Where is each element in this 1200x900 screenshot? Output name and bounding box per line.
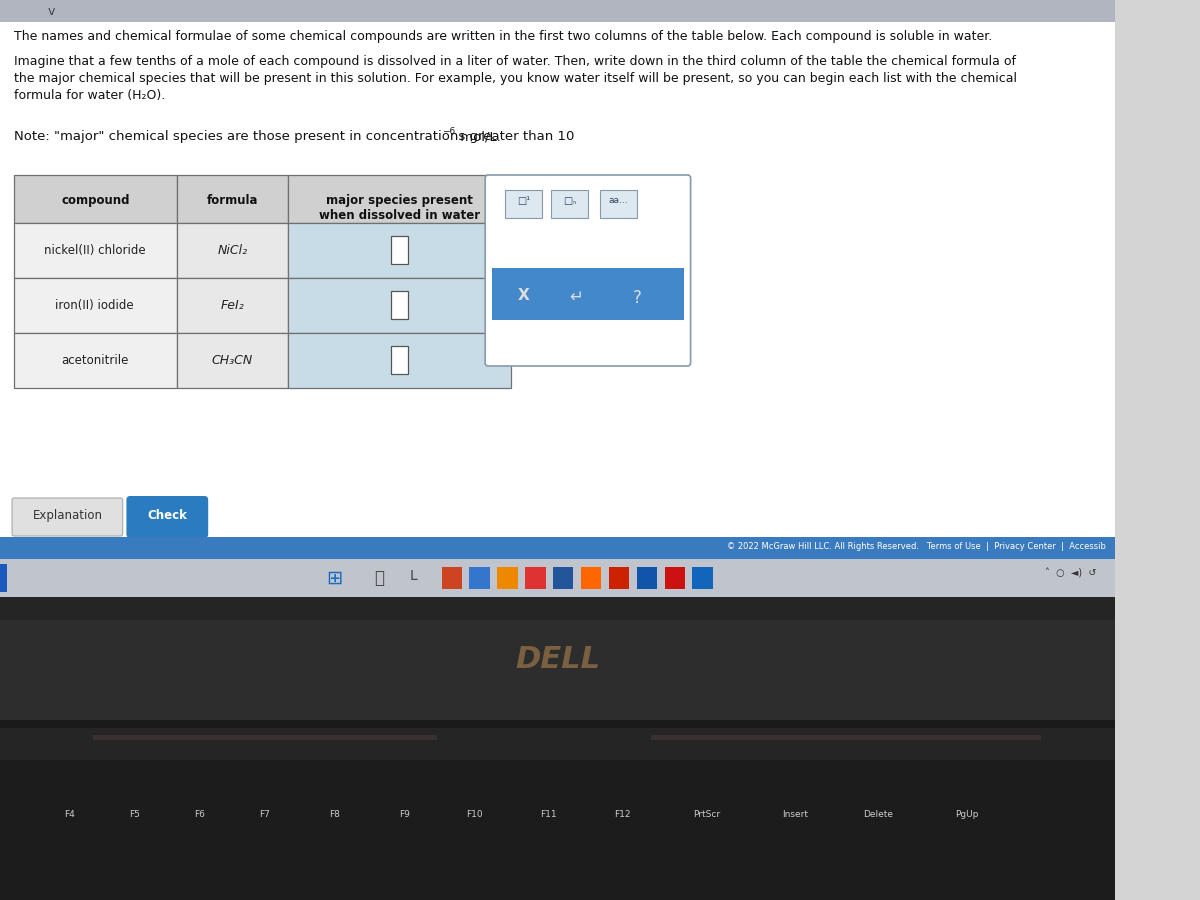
Bar — [637, 567, 658, 589]
Text: PgUp: PgUp — [955, 810, 978, 819]
Text: ˄  ○  ◄)  ↺: ˄ ○ ◄) ↺ — [1045, 569, 1097, 579]
Text: ⊞: ⊞ — [326, 569, 343, 588]
Text: Delete: Delete — [863, 810, 893, 819]
Bar — [469, 567, 490, 589]
Bar — [692, 567, 713, 589]
Bar — [497, 567, 517, 589]
Text: Explanation: Explanation — [32, 509, 103, 522]
Bar — [391, 346, 408, 374]
Text: Check: Check — [148, 509, 187, 522]
Bar — [665, 567, 685, 589]
Text: The names and chemical formulae of some chemical compounds are written in the fi: The names and chemical formulae of some … — [14, 30, 992, 43]
Text: □¹: □¹ — [517, 196, 530, 206]
Bar — [608, 567, 629, 589]
Bar — [92, 735, 437, 740]
Text: FeI₂: FeI₂ — [221, 299, 245, 312]
Text: F8: F8 — [329, 810, 340, 819]
Text: ⌕: ⌕ — [374, 569, 384, 587]
Text: iron(II) iodide: iron(II) iodide — [55, 299, 134, 312]
Text: the major chemical species that will be present in this solution. For example, y: the major chemical species that will be … — [14, 72, 1016, 85]
Text: X: X — [517, 288, 529, 303]
Text: NiCl₂: NiCl₂ — [217, 244, 247, 257]
Text: © 2022 McGraw Hill LLC. All Rights Reserved.   Terms of Use  |  Privacy Center  : © 2022 McGraw Hill LLC. All Rights Reser… — [727, 542, 1106, 551]
Text: acetonitrile: acetonitrile — [61, 354, 128, 367]
Bar — [391, 291, 408, 319]
Text: F9: F9 — [398, 810, 409, 819]
Text: ↵: ↵ — [569, 288, 583, 306]
Bar — [288, 333, 511, 388]
Bar — [176, 223, 288, 278]
Bar — [0, 720, 1115, 728]
Text: Insert: Insert — [781, 810, 808, 819]
FancyBboxPatch shape — [485, 175, 691, 366]
Bar — [391, 236, 408, 264]
Text: F4: F4 — [65, 810, 76, 819]
Text: F10: F10 — [466, 810, 482, 819]
Bar — [0, 0, 1115, 22]
Text: CH₃CN: CH₃CN — [211, 354, 253, 367]
Text: aa...: aa... — [608, 196, 628, 205]
Text: DELL: DELL — [515, 645, 600, 674]
Text: PrtScr: PrtScr — [692, 810, 720, 819]
Bar — [0, 620, 1115, 720]
Text: major species present
when dissolved in water: major species present when dissolved in … — [319, 194, 480, 222]
Text: v: v — [48, 5, 55, 18]
Text: F7: F7 — [259, 810, 270, 819]
Text: nickel(II) chloride: nickel(II) chloride — [44, 244, 145, 257]
Bar — [600, 190, 637, 218]
Text: F5: F5 — [130, 810, 140, 819]
Bar — [526, 567, 546, 589]
Text: −6: −6 — [443, 127, 456, 136]
Bar — [176, 333, 288, 388]
Bar — [505, 190, 542, 218]
Bar — [492, 268, 684, 320]
FancyBboxPatch shape — [126, 496, 209, 538]
Text: □ₙ: □ₙ — [563, 196, 576, 206]
Bar — [176, 278, 288, 333]
Bar — [0, 564, 7, 592]
Bar — [0, 537, 1115, 559]
Bar — [14, 223, 176, 278]
Text: compound: compound — [61, 194, 130, 207]
Text: F11: F11 — [540, 810, 557, 819]
Bar — [288, 278, 511, 333]
Text: L: L — [409, 569, 418, 583]
Bar — [0, 760, 1115, 900]
Text: mol/L.: mol/L. — [456, 130, 502, 143]
Text: Note: "major" chemical species are those present in concentrations greater than : Note: "major" chemical species are those… — [14, 130, 575, 143]
Bar — [288, 223, 511, 278]
Text: formula for water (H₂O).: formula for water (H₂O). — [14, 89, 166, 102]
Bar — [0, 559, 1115, 597]
Bar — [650, 735, 1042, 740]
FancyBboxPatch shape — [12, 498, 122, 536]
Text: Imagine that a few tenths of a mole of each compound is dissolved in a liter of : Imagine that a few tenths of a mole of e… — [14, 55, 1016, 68]
Bar — [14, 278, 176, 333]
Bar — [176, 175, 288, 223]
Text: ?: ? — [632, 289, 641, 307]
Bar — [14, 175, 176, 223]
Text: F6: F6 — [194, 810, 205, 819]
Bar — [442, 567, 462, 589]
Bar — [551, 190, 588, 218]
Bar — [14, 333, 176, 388]
Text: formula: formula — [206, 194, 258, 207]
Bar — [288, 175, 511, 223]
Bar — [0, 597, 1115, 900]
Bar — [581, 567, 601, 589]
Bar — [553, 567, 574, 589]
Bar — [0, 22, 1115, 540]
Text: F12: F12 — [614, 810, 631, 819]
